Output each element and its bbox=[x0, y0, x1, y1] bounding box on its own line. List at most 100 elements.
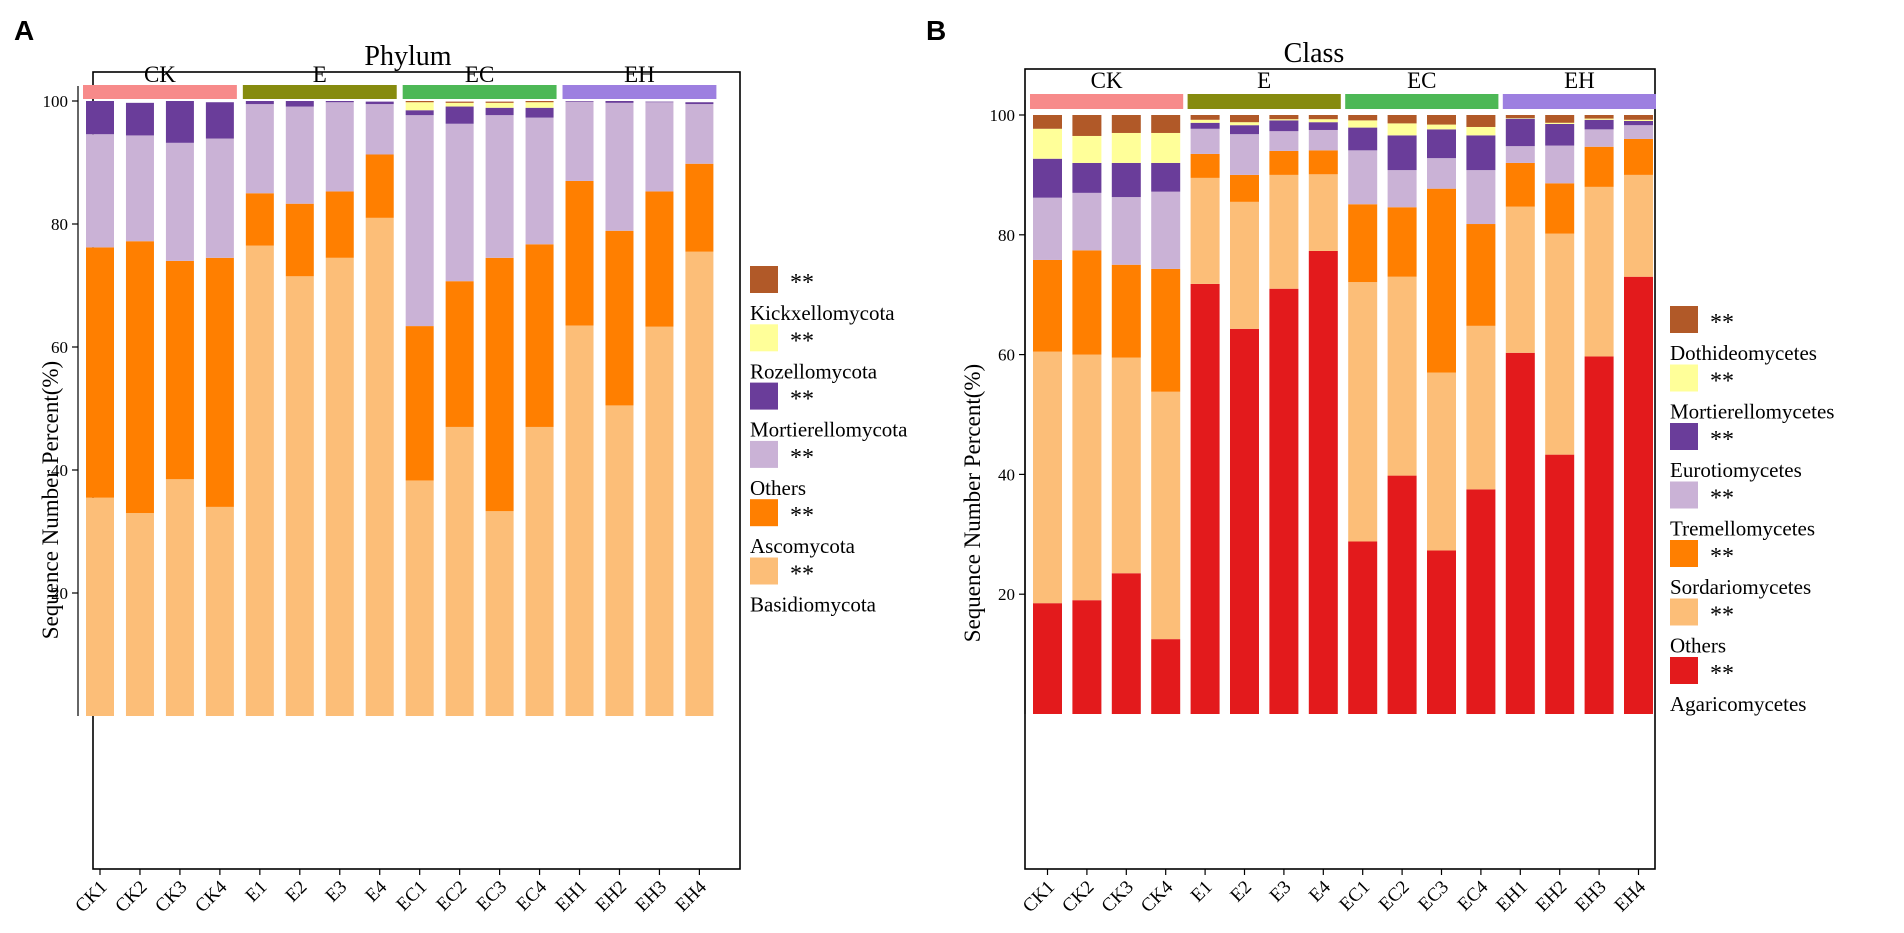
bar-segment bbox=[1072, 354, 1102, 601]
bar-segment bbox=[365, 101, 394, 105]
bar-segment bbox=[1505, 118, 1535, 147]
legend-significance: ** bbox=[790, 328, 814, 354]
legend-swatch bbox=[750, 557, 778, 585]
bar-segment bbox=[285, 101, 314, 107]
group-label: EC bbox=[465, 62, 494, 87]
bar-segment bbox=[1387, 135, 1417, 171]
legend-significance: ** bbox=[790, 387, 814, 413]
bar-segment bbox=[1308, 115, 1338, 120]
x-tick-label: E2 bbox=[1226, 877, 1256, 907]
x-tick-label: E4 bbox=[361, 876, 391, 906]
x-tick-label: E3 bbox=[1266, 877, 1296, 907]
bar-segment bbox=[1033, 115, 1062, 129]
group-label: CK bbox=[1091, 68, 1123, 93]
group-band bbox=[402, 85, 557, 99]
x-tick-label: CK4 bbox=[191, 876, 232, 917]
bar-segment bbox=[1269, 150, 1299, 175]
bar-segment bbox=[1190, 283, 1220, 714]
x-tick-label: EH4 bbox=[1611, 876, 1651, 916]
x-tick-label: EH2 bbox=[1532, 877, 1571, 916]
bar-segment bbox=[1624, 120, 1653, 126]
group-band bbox=[1030, 94, 1184, 109]
panel-a: A Phylum Sequence Number Percent(%) 20 40… bbox=[14, 15, 908, 917]
y-tick-label: 20 bbox=[51, 584, 68, 603]
bar-segment bbox=[1111, 132, 1141, 163]
bar-segment bbox=[1545, 183, 1575, 234]
bar-segment bbox=[245, 245, 274, 716]
y-axis: 20 40 60 80 100 bbox=[990, 100, 1026, 714]
bar-segment bbox=[1624, 174, 1653, 277]
bar-segment bbox=[1072, 162, 1102, 193]
bar-segment bbox=[445, 281, 474, 427]
bar-segment bbox=[445, 426, 474, 716]
legend-swatch bbox=[750, 499, 778, 527]
y-tick-label: 100 bbox=[43, 92, 69, 111]
bar-segment bbox=[525, 101, 554, 103]
bar-segment bbox=[1505, 206, 1535, 353]
bar-segment bbox=[405, 480, 434, 716]
bar-segment bbox=[1190, 177, 1220, 284]
bar-segment bbox=[1584, 129, 1614, 147]
legend-label: Others bbox=[1670, 634, 1726, 658]
x-tick-label: EH2 bbox=[592, 877, 631, 916]
legend-significance: ** bbox=[790, 503, 814, 529]
bar-segment bbox=[1427, 372, 1456, 551]
bar-segment bbox=[405, 102, 434, 111]
legend-label: Others bbox=[750, 476, 806, 500]
bar-segment bbox=[1466, 325, 1496, 490]
bar-segment bbox=[605, 230, 634, 406]
group-band bbox=[1345, 94, 1499, 109]
panel-label: B bbox=[926, 15, 946, 46]
bar-segment bbox=[1033, 197, 1062, 260]
bar-segment bbox=[445, 101, 474, 103]
bar-segment bbox=[245, 193, 274, 246]
bar-segment bbox=[1545, 115, 1575, 123]
bar-segment bbox=[205, 138, 234, 258]
legend-label: Tremellomycetes bbox=[1670, 517, 1815, 541]
bar-segment bbox=[125, 513, 154, 716]
bar-segment bbox=[1072, 135, 1102, 163]
bar-segment bbox=[1466, 224, 1496, 326]
y-tick-label: 80 bbox=[51, 215, 68, 234]
bar-segment bbox=[1111, 264, 1141, 358]
bar-segment bbox=[285, 106, 314, 204]
bar-segment bbox=[1111, 357, 1141, 574]
bar-segment bbox=[485, 107, 514, 116]
y-tick-label: 40 bbox=[998, 465, 1015, 484]
bar-segment bbox=[565, 325, 594, 716]
bar-segment bbox=[685, 163, 714, 252]
legend-swatch bbox=[1670, 598, 1698, 626]
legend-significance: ** bbox=[1710, 310, 1734, 336]
x-tick-label: E1 bbox=[242, 877, 272, 907]
bar-segment bbox=[1308, 174, 1338, 251]
legend-label: Basidiomycota bbox=[750, 593, 877, 617]
bar-segment bbox=[1033, 259, 1062, 352]
bar-segment bbox=[1545, 123, 1575, 146]
group-labels: CK E EC EH bbox=[83, 62, 717, 99]
bar-segment bbox=[1151, 115, 1181, 133]
bar-segment bbox=[245, 101, 274, 105]
bar-segment bbox=[1072, 250, 1102, 355]
legend-swatch bbox=[750, 266, 778, 293]
bar-segment bbox=[1584, 186, 1614, 357]
bar-segment bbox=[1387, 115, 1417, 124]
legend-swatch bbox=[750, 382, 778, 410]
bar-segment bbox=[205, 102, 234, 139]
bar-segment bbox=[485, 102, 514, 108]
bar-segment bbox=[1427, 129, 1456, 159]
bar-segment bbox=[365, 217, 394, 716]
y-axis-label: Sequence Number Percent(%) bbox=[38, 361, 63, 639]
bar-segment bbox=[445, 106, 474, 124]
legend-significance: ** bbox=[1710, 603, 1734, 629]
bar-segment bbox=[405, 326, 434, 481]
bar-segment bbox=[645, 102, 674, 192]
group-label: E bbox=[1257, 68, 1271, 93]
bar-segment bbox=[1624, 276, 1653, 714]
x-tick-label: EC3 bbox=[472, 877, 511, 916]
legend-label: Ascomycota bbox=[750, 534, 856, 558]
legend-label: Agaricomycetes bbox=[1670, 692, 1806, 716]
bar-segment bbox=[1387, 123, 1417, 136]
bar-segment bbox=[1584, 119, 1614, 130]
group-band bbox=[562, 85, 717, 99]
legend-swatch bbox=[1670, 657, 1698, 684]
